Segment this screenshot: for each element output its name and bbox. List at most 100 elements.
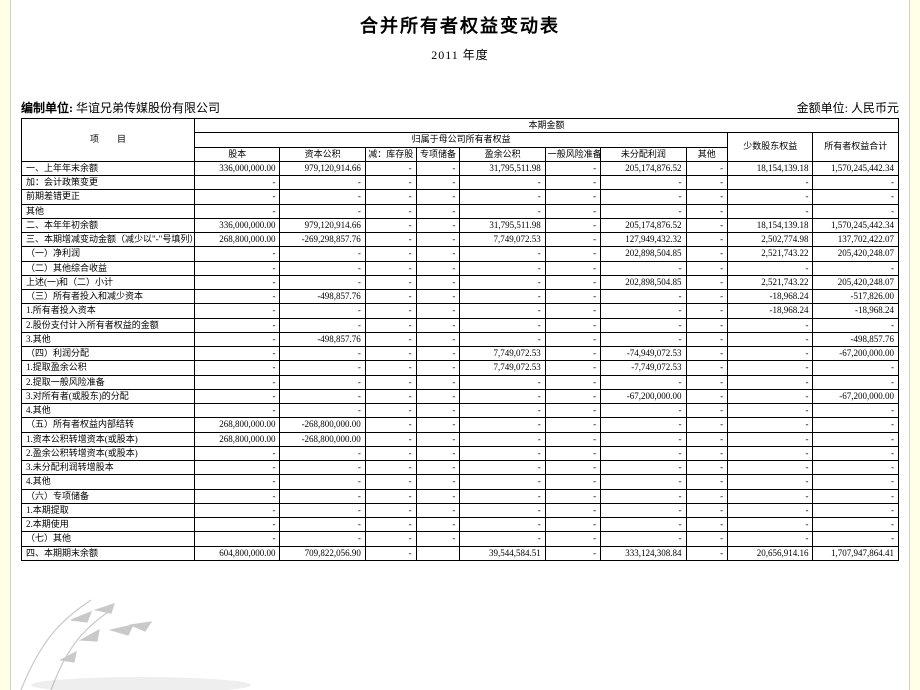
cell: -269,298,857.76	[280, 233, 365, 247]
cell: -	[195, 503, 280, 517]
table-row: 其他----------	[22, 204, 899, 218]
cell: -	[416, 418, 460, 432]
cell: -	[365, 275, 416, 289]
page-subtitle: 2011 年度	[21, 46, 899, 63]
cell: -	[728, 461, 813, 475]
cell: -	[416, 461, 460, 475]
cell: -	[195, 190, 280, 204]
cell: -	[460, 532, 545, 546]
cell: -	[460, 389, 545, 403]
cell: -	[416, 247, 460, 261]
cell: -	[195, 318, 280, 332]
cell: -	[601, 432, 686, 446]
table-row: 1.资本公积转增资本(或股本)268,800,000.00-268,800,00…	[22, 432, 899, 446]
table-body: 一、上年年末余额336,000,000.00979,120,914.66--31…	[22, 161, 899, 560]
cell: 205,174,876.52	[601, 161, 686, 175]
cell: -	[365, 233, 416, 247]
cell: -	[280, 475, 365, 489]
cell: -	[195, 375, 280, 389]
table-row: 三、本期增减变动金额（减少以"-"号填列）268,800,000.00-269,…	[22, 233, 899, 247]
cell: -	[686, 318, 728, 332]
cell: -	[416, 318, 460, 332]
row-label: （二）其他综合收益	[22, 261, 195, 275]
cell: -	[545, 375, 600, 389]
cell: 336,000,000.00	[195, 218, 280, 232]
row-label: 4.其他	[22, 475, 195, 489]
cell: -	[686, 418, 728, 432]
cell: -	[728, 347, 813, 361]
cell: -	[365, 461, 416, 475]
cell: -	[365, 347, 416, 361]
cell: -	[728, 190, 813, 204]
row-label: 一、上年年末余额	[22, 161, 195, 175]
cell: -	[728, 518, 813, 532]
cell: -	[416, 375, 460, 389]
col-parent-equity: 归属于母公司所有者权益	[195, 133, 728, 147]
cell: -	[195, 290, 280, 304]
cell: -	[601, 532, 686, 546]
cell: -	[545, 304, 600, 318]
cell: -	[365, 161, 416, 175]
org-name: 华谊兄弟传媒股份有限公司	[76, 101, 220, 115]
cell: -	[365, 304, 416, 318]
cell: -	[280, 347, 365, 361]
cell: -	[686, 546, 728, 560]
cell: 127,949,432.32	[601, 233, 686, 247]
cell: 1,570,245,442.34	[813, 161, 899, 175]
cell: -	[601, 475, 686, 489]
cell: -	[813, 532, 899, 546]
cell: -	[686, 218, 728, 232]
cell: -	[280, 532, 365, 546]
cell: -	[728, 361, 813, 375]
cell: -	[416, 261, 460, 275]
cell: 205,420,248.07	[813, 247, 899, 261]
cell: -	[601, 332, 686, 346]
cell: 333,124,308.84	[601, 546, 686, 560]
cell: -	[365, 375, 416, 389]
cell: -	[460, 461, 545, 475]
cell: -	[686, 489, 728, 503]
cell: -	[601, 489, 686, 503]
col-7: 其他	[686, 147, 728, 161]
table-row: 一、上年年末余额336,000,000.00979,120,914.66--31…	[22, 161, 899, 175]
cell: -	[365, 361, 416, 375]
cell: -	[460, 247, 545, 261]
cell: -	[365, 290, 416, 304]
table-row: （四）利润分配----7,749,072.53--74,949,072.53--…	[22, 347, 899, 361]
row-label: （五）所有者权益内部结转	[22, 418, 195, 432]
cell: 268,800,000.00	[195, 233, 280, 247]
cell: -	[728, 261, 813, 275]
table-row: 四、本期期末余额604,800,000.00709,822,056.90-39,…	[22, 546, 899, 560]
table-row: 3.未分配利润转增股本----------	[22, 461, 899, 475]
cell: -	[601, 446, 686, 460]
cell: -	[686, 261, 728, 275]
cell: -	[365, 432, 416, 446]
cell: -	[365, 475, 416, 489]
cell: 205,174,876.52	[601, 218, 686, 232]
cell: 268,800,000.00	[195, 432, 280, 446]
cell: -	[728, 489, 813, 503]
cell: -	[545, 446, 600, 460]
col-2: 减：库存股	[365, 147, 416, 161]
row-label: 三、本期增减变动金额（减少以"-"号填列）	[22, 233, 195, 247]
cell: -	[601, 290, 686, 304]
org-block: 编制单位: 华谊兄弟传媒股份有限公司	[21, 99, 220, 116]
cell: -	[280, 404, 365, 418]
cell: 7,749,072.53	[460, 233, 545, 247]
cell: 1,570,245,442.34	[813, 218, 899, 232]
cell: -	[195, 304, 280, 318]
col-4: 盈余公积	[460, 147, 545, 161]
col-3: 专项储备	[416, 147, 460, 161]
cell: -	[416, 489, 460, 503]
cell: -	[195, 204, 280, 218]
cell: -	[416, 161, 460, 175]
cell: -	[545, 404, 600, 418]
table-row: （一）净利润------202,898,504.85-2,521,743.222…	[22, 247, 899, 261]
cell: 7,749,072.53	[460, 347, 545, 361]
cell: -	[813, 503, 899, 517]
cell: -	[545, 290, 600, 304]
cell: -	[416, 503, 460, 517]
cell: -	[460, 418, 545, 432]
cell: -	[365, 446, 416, 460]
cell: -498,857.76	[813, 332, 899, 346]
